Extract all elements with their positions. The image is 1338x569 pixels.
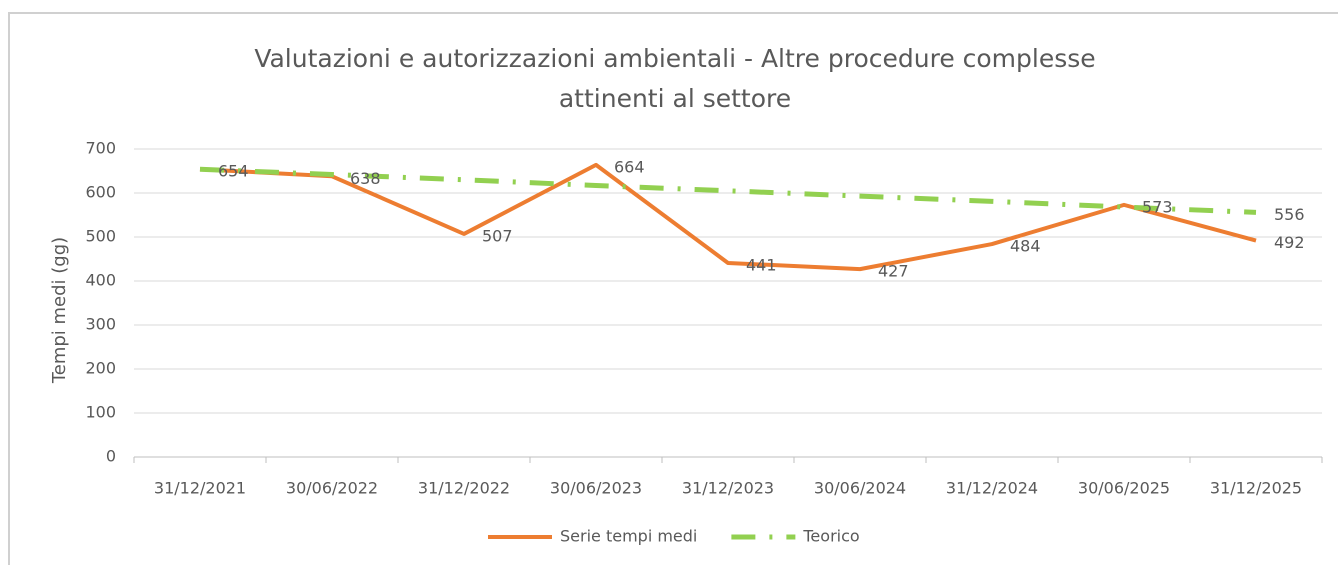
data-label: 484 [1010,237,1041,256]
x-tick-label: 30/06/2023 [550,479,642,498]
data-label: 441 [746,255,777,274]
legend-label: Serie tempi medi [560,527,697,546]
y-tick-label: 700 [85,139,116,158]
y-tick-label: 600 [85,183,116,202]
chart-title: Valutazioni e autorizzazioni ambientali … [254,44,1095,73]
chart-title: attinenti al settore [559,84,791,113]
data-label: 427 [878,262,909,281]
x-tick-label: 31/12/2025 [1210,479,1302,498]
series-line [199,162,1257,272]
x-tick-label: 31/12/2023 [682,479,774,498]
data-label: 573 [1142,197,1173,216]
x-tick-label: 31/12/2022 [418,479,510,498]
x-tick-label: 31/12/2021 [154,479,246,498]
y-tick-label: 500 [85,227,116,246]
x-tick-label: 30/06/2022 [286,479,378,498]
data-label: 638 [350,169,381,188]
data-label: 654 [218,162,249,181]
y-tick-label: 200 [85,359,116,378]
data-label: 664 [614,157,645,176]
series-line [199,166,1257,215]
chart-frame [8,12,1338,565]
y-tick-label: 300 [85,315,116,334]
y-tick-label: 0 [106,447,116,466]
x-tick-label: 31/12/2024 [946,479,1038,498]
data-label: 507 [482,226,513,245]
y-axis-label: Tempi medi (gg) [49,237,70,384]
data-label: 556 [1274,205,1305,224]
x-tick-label: 30/06/2025 [1078,479,1170,498]
y-tick-label: 100 [85,403,116,422]
legend-label: Teorico [802,527,859,546]
y-tick-label: 400 [85,271,116,290]
x-tick-label: 30/06/2024 [814,479,906,498]
data-label: 492 [1274,233,1305,252]
